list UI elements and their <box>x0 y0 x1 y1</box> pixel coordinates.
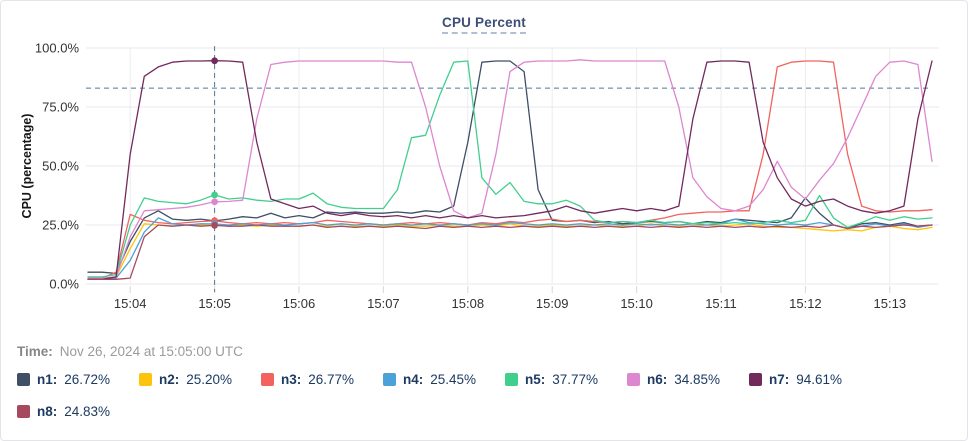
legend-swatch-n3 <box>261 373 274 386</box>
legend-series-value: 34.85% <box>674 372 721 387</box>
series-line-n6 <box>87 59 933 279</box>
legend-series-value: 24.83% <box>64 404 111 419</box>
legend-item-n5[interactable]: n5: 37.77% <box>505 372 627 387</box>
legend-item-n7[interactable]: n7: 94.61% <box>749 372 871 387</box>
series-line-n8 <box>87 224 933 280</box>
y-axis-label: CPU (percentage) <box>20 114 34 219</box>
legend-item-n2[interactable]: n2: 25.20% <box>139 372 261 387</box>
legend-series-value: 26.72% <box>64 372 111 387</box>
x-tick-label: 15:05 <box>198 296 231 311</box>
cursor-dot-n7 <box>211 57 219 65</box>
legend-series-name: n4: <box>403 372 424 387</box>
series-line-n5 <box>87 60 933 278</box>
cpu-percent-chart[interactable]: 100.0% 75.0% 50.0% 25.0% 0.0% 15:04 15:05 15:06… <box>1 1 967 331</box>
legend-series-value: 26.77% <box>308 372 355 387</box>
legend-series-name: n2: <box>159 372 180 387</box>
legend-series-name: n5: <box>525 372 546 387</box>
legend-series-name: n6: <box>647 372 668 387</box>
legend-item-n6[interactable]: n6: 34.85% <box>627 372 749 387</box>
x-tick-label: 15:10 <box>620 296 653 311</box>
legend-item-n3[interactable]: n3: 26.77% <box>261 372 383 387</box>
y-tick-label: 25.0% <box>42 218 79 233</box>
series-line-n1 <box>87 60 933 275</box>
x-tick-label: 15:06 <box>283 296 316 311</box>
series-line-n7 <box>87 60 933 280</box>
legend-row-2: n8: 24.83% <box>17 404 139 419</box>
legend-swatch-n6 <box>627 373 640 386</box>
y-tick-label: 100.0% <box>35 41 80 56</box>
legend-series-name: n1: <box>37 372 58 387</box>
legend-item-n8[interactable]: n8: 24.83% <box>17 404 139 419</box>
time-row: Time: Nov 26, 2024 at 15:05:00 UTC <box>17 344 243 359</box>
legend-series-value: 94.61% <box>796 372 843 387</box>
legend-item-n4[interactable]: n4: 25.45% <box>383 372 505 387</box>
x-tick-label: 15:13 <box>874 296 907 311</box>
x-tick-label: 15:11 <box>705 296 737 311</box>
x-tick-label: 15:07 <box>367 296 400 311</box>
legend-swatch-n5 <box>505 373 518 386</box>
cursor-dot-n8 <box>211 222 219 229</box>
x-tick-label: 15:04 <box>114 296 147 311</box>
y-tick-label: 0.0% <box>49 277 79 292</box>
legend-swatch-n7 <box>749 373 762 386</box>
series-line-n4 <box>87 217 933 280</box>
chart-title[interactable]: CPU Percent <box>442 15 526 34</box>
x-tick-label: 15:08 <box>452 296 485 311</box>
series-line-n3 <box>87 60 933 280</box>
legend-series-name: n7: <box>769 372 790 387</box>
legend-series-name: n8: <box>37 404 58 419</box>
x-tick-label: 15:12 <box>789 296 822 311</box>
legend-series-value: 25.45% <box>430 372 477 387</box>
y-tick-label: 75.0% <box>42 100 79 115</box>
cursor-dot-n6 <box>211 198 219 206</box>
legend-series-value: 25.20% <box>186 372 233 387</box>
legend-swatch-n1 <box>17 373 30 386</box>
legend-series-value: 37.77% <box>552 372 599 387</box>
legend-swatch-n4 <box>383 373 396 386</box>
legend-row-1: n1: 26.72% n2: 25.20% n3: 26.77% n4: 25.45% n5: 3… <box>17 372 871 387</box>
y-tick-label: 50.0% <box>42 159 79 174</box>
legend-item-n1[interactable]: n1: 26.72% <box>17 372 139 387</box>
chart-title-wrap: CPU Percent <box>1 14 967 34</box>
legend-swatch-n8 <box>17 405 30 418</box>
time-label: Time: <box>17 344 53 359</box>
legend-series-name: n3: <box>281 372 302 387</box>
cursor-dot-n5 <box>211 191 219 199</box>
x-tick-label: 15:09 <box>536 296 569 311</box>
legend-swatch-n2 <box>139 373 152 386</box>
time-value: Nov 26, 2024 at 15:05:00 UTC <box>59 344 243 359</box>
